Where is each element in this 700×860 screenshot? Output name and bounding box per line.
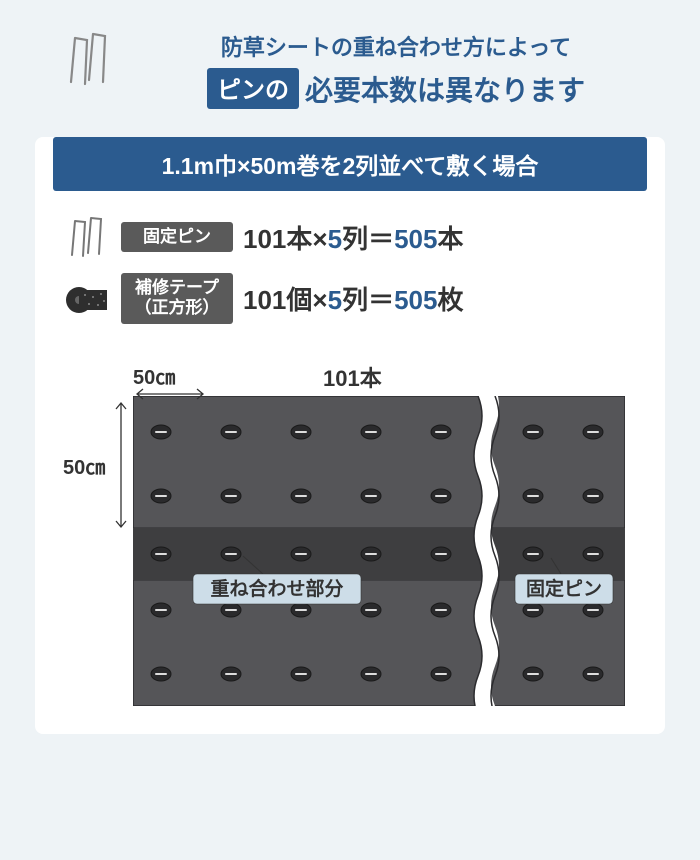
calc-expr-pin: 101本×5列＝505本	[243, 219, 464, 256]
dim-label-top: 50㎝	[133, 361, 175, 390]
calc-label-pin: 固定ピン	[121, 222, 233, 252]
dim-label-left: 50㎝	[63, 451, 105, 480]
calc-expr-tape: 101個×5列＝505枚	[243, 280, 464, 317]
pins-icon	[65, 30, 115, 90]
tape-icon	[63, 274, 111, 322]
header-line2-rest: 必要本数は異なります	[305, 69, 585, 109]
header-pill: ピンの	[207, 68, 299, 109]
arrow-left-icon	[115, 401, 127, 529]
pin-icon	[63, 213, 111, 261]
header: 防草シートの重ね合わせ方によって ピンの 必要本数は異なります	[35, 30, 665, 109]
svg-text:重ね合わせ部分: 重ね合わせ部分	[210, 577, 343, 600]
calc-row-pin: 固定ピン 101本×5列＝505本	[63, 213, 637, 261]
sheet-diagram: 重ね合わせ部分 固定ピン	[133, 396, 625, 706]
svg-text:固定ピン: 固定ピン	[526, 577, 602, 600]
card: 1.1m巾×50m巻を2列並べて敷く場合 固定ピン 101本×5列＝505本 補…	[35, 137, 665, 734]
calc-label-tape: 補修テープ（正方形）	[121, 273, 233, 324]
header-line2: ピンの 必要本数は異なります	[127, 68, 665, 109]
dim-label-count: 101本	[323, 361, 382, 393]
calc-row-tape: 補修テープ（正方形） 101個×5列＝505枚	[63, 273, 637, 324]
header-line1: 防草シートの重ね合わせ方によって	[127, 30, 665, 62]
diagram: 50㎝ 101本 50㎝ 重ね合わせ部分 固定ピン	[63, 346, 637, 706]
arrow-top-icon	[135, 388, 205, 400]
header-text: 防草シートの重ね合わせ方によって ピンの 必要本数は異なります	[127, 30, 665, 109]
card-title: 1.1m巾×50m巻を2列並べて敷く場合	[53, 137, 647, 191]
